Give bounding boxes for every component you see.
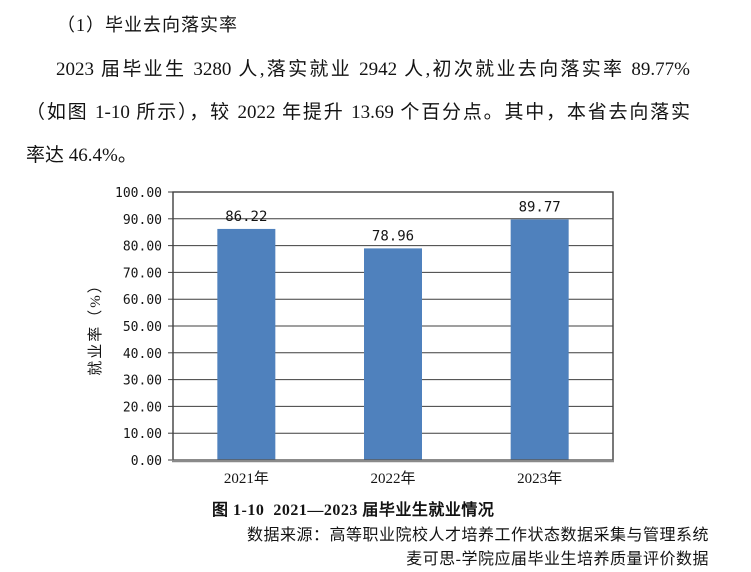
bar-2023年: [510, 219, 569, 460]
data-source-line-2: 麦可思-学院应届毕业生培养质量评价数据: [406, 551, 709, 568]
bar-2022年: [364, 248, 422, 460]
y-tick-label: 90.00: [123, 213, 162, 228]
y-tick-label: 50.00: [123, 320, 162, 335]
figure-caption: 图 1-10 2021—2023 届毕业生就业情况: [212, 502, 495, 519]
y-tick-label: 30.00: [123, 374, 162, 389]
paragraph-line-3: 率达 46.4%。: [26, 145, 137, 166]
bar-value-label: 89.77: [519, 199, 561, 215]
y-tick-label: 40.00: [123, 347, 162, 362]
body-paragraph: 2023 届毕业生 3280 人,落实就业 2942 人,初次就业去向落实率 8…: [26, 48, 690, 177]
y-tick-label: 20.00: [123, 400, 162, 415]
y-tick-label: 10.00: [123, 427, 162, 442]
y-axis-title: 就业率（%）: [87, 276, 104, 376]
x-category-label: 2022年: [370, 470, 415, 487]
bar-value-label: 86.22: [225, 209, 267, 225]
y-tick-label: 0.00: [131, 454, 162, 469]
section-heading: （1）毕业去向落实率: [57, 15, 238, 35]
x-category-label: 2023年: [517, 470, 562, 487]
y-tick-label: 80.00: [123, 240, 162, 255]
data-source-line-1: 数据来源：高等职业院校人才培养工作状态数据采集与管理系统: [246, 527, 709, 544]
bar-2021年: [217, 228, 276, 460]
x-category-label: 2021年: [224, 470, 269, 487]
employment-rate-bar-chart: 0.00 10.00 20.00 30.00 40.00 50.00 60.00 70.00 8…: [87, 186, 614, 487]
bar-value-label: 78.96: [372, 228, 414, 244]
y-tick-label: 60.00: [123, 293, 162, 308]
paragraph-line-1: 2023 届毕业生 3280 人,落实就业 2942 人,初次就业去向落实率 8…: [56, 59, 690, 80]
y-tick-label: 70.00: [123, 266, 162, 281]
y-tick-label: 100.00: [115, 186, 162, 201]
paragraph-line-2: （如图 1-10 所示），较 2022 年提升 13.69 个百分点。其中，本省…: [26, 102, 690, 123]
